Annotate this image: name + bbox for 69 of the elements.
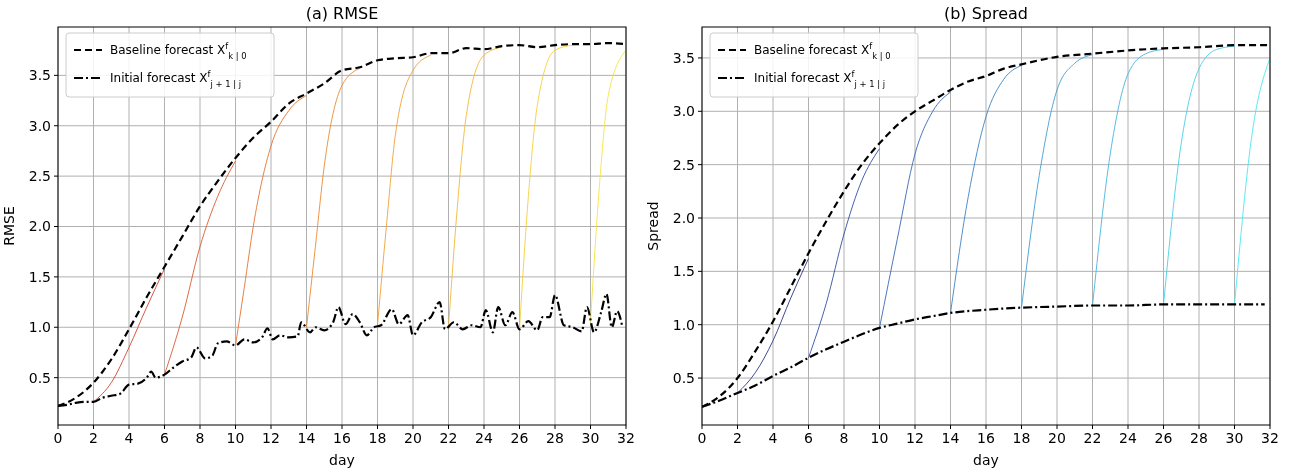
x-axis-title: day <box>973 452 999 468</box>
y-tick-label: 1.0 <box>28 319 51 336</box>
line-series <box>1021 54 1093 309</box>
x-tick-label: 12 <box>262 430 280 446</box>
y-tick-label: 2.0 <box>28 218 51 235</box>
x-tick-label: 16 <box>977 430 995 446</box>
chart-title: (a) RMSE <box>305 4 379 23</box>
x-tick-label: 8 <box>839 430 849 446</box>
x-tick-label: 22 <box>439 430 458 446</box>
line-series <box>1163 45 1235 305</box>
x-tick-label: 4 <box>124 430 134 446</box>
x-axis-title: day <box>329 452 355 468</box>
x-tick-label: 32 <box>1261 430 1279 446</box>
y-tick-label: 1.5 <box>672 263 695 280</box>
y-tick-label: 0.5 <box>672 369 695 386</box>
x-tick-label: 8 <box>195 430 205 446</box>
x-tick-label: 24 <box>1119 430 1137 446</box>
line-series <box>879 91 951 329</box>
x-tick-label: 20 <box>404 430 422 446</box>
x-tick-label: 32 <box>617 430 635 446</box>
x-tick-label: 10 <box>226 430 245 446</box>
x-tick-label: 0 <box>53 430 63 446</box>
y-tick-label: 3.5 <box>672 49 695 66</box>
x-tick-label: 18 <box>1012 430 1031 446</box>
y-tick-label: 3.0 <box>672 103 695 120</box>
x-tick-label: 24 <box>475 430 493 446</box>
x-tick-label: 18 <box>368 430 387 446</box>
y-tick-label: 3.5 <box>28 67 51 84</box>
chart-title: (b) Spread <box>943 4 1029 23</box>
x-tick-label: 12 <box>906 430 924 446</box>
line-series <box>519 44 574 330</box>
x-tick-label: 2 <box>733 430 742 446</box>
y-tick-label: 3.0 <box>28 117 51 134</box>
line-series <box>306 67 361 328</box>
y-tick-label: 2.5 <box>672 156 695 173</box>
y-tick-label: 2.0 <box>672 209 695 226</box>
line-series <box>950 64 1022 314</box>
x-tick-label: 22 <box>1083 430 1102 446</box>
line-series <box>737 258 809 394</box>
x-tick-label: 30 <box>581 430 600 446</box>
x-tick-label: 28 <box>1190 430 1208 446</box>
y-tick-label: 2.5 <box>28 168 51 185</box>
x-tick-label: 26 <box>510 430 529 446</box>
line-series <box>93 268 165 403</box>
x-tick-label: 10 <box>870 430 889 446</box>
x-tick-label: 26 <box>1154 430 1173 446</box>
x-tick-label: 28 <box>546 430 564 446</box>
x-tick-label: 14 <box>297 430 316 446</box>
y-tick-label: 0.5 <box>28 369 51 386</box>
line-series <box>590 49 626 323</box>
x-tick-label: 14 <box>941 430 960 446</box>
line-series <box>164 160 236 376</box>
y-axis-title: Spread <box>645 201 661 251</box>
y-tick-label: 1.5 <box>28 268 51 285</box>
x-tick-label: 20 <box>1048 430 1066 446</box>
line-series <box>377 54 432 326</box>
y-tick-label: 1.0 <box>672 316 695 333</box>
x-tick-label: 16 <box>333 430 351 446</box>
y-axis-title: RMSE <box>1 206 17 246</box>
line-series <box>808 148 880 359</box>
x-tick-label: 6 <box>160 430 170 446</box>
line-series <box>1092 48 1164 306</box>
x-tick-label: 6 <box>804 430 814 446</box>
x-tick-label: 0 <box>697 430 707 446</box>
line-series <box>448 46 503 328</box>
x-tick-label: 2 <box>89 430 98 446</box>
line-series <box>235 95 307 346</box>
x-tick-label: 30 <box>1225 430 1244 446</box>
x-tick-label: 4 <box>768 430 778 446</box>
